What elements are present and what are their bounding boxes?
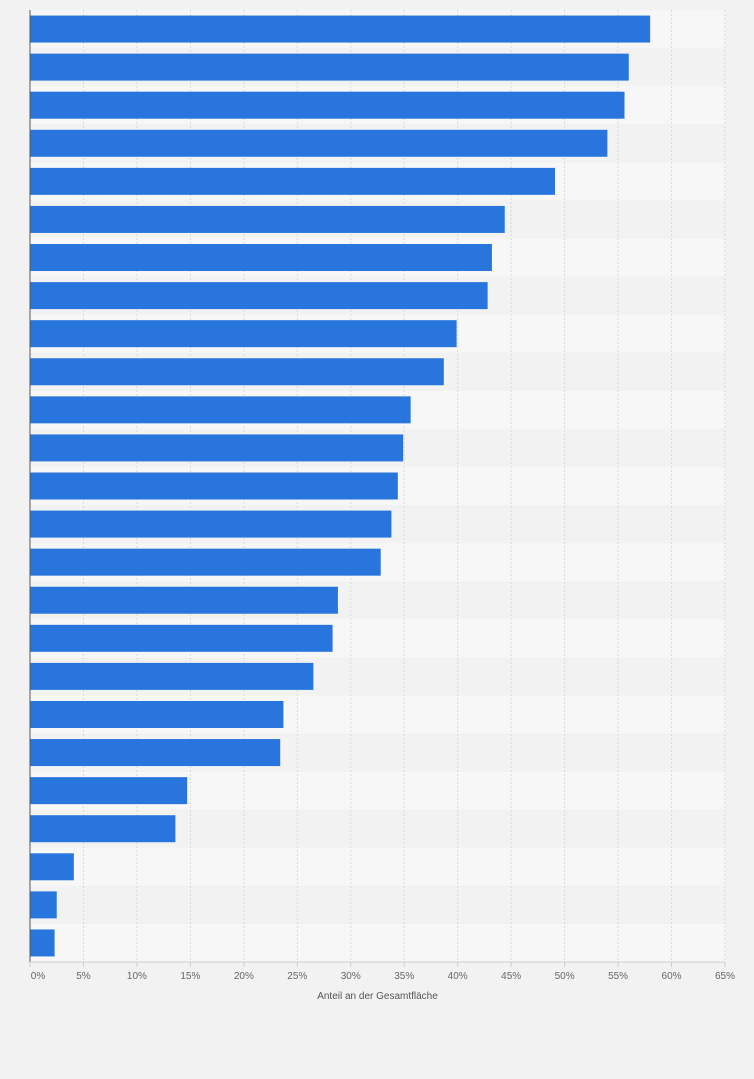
x-tick-label: 0% xyxy=(31,971,46,982)
x-tick-label: 35% xyxy=(394,971,414,982)
bar xyxy=(30,15,651,43)
x-tick-label: 15% xyxy=(180,971,200,982)
x-tick-label: 20% xyxy=(234,971,254,982)
bar xyxy=(30,777,188,805)
x-tick-label: 5% xyxy=(76,971,91,982)
x-tick-label: 50% xyxy=(555,971,575,982)
bar xyxy=(30,358,444,386)
bar xyxy=(30,472,398,500)
axes xyxy=(29,10,725,963)
bar xyxy=(30,167,555,195)
bar xyxy=(30,510,392,538)
x-tick-label: 30% xyxy=(341,971,361,982)
x-tick-label: 10% xyxy=(127,971,147,982)
bar xyxy=(30,320,457,348)
x-tick-label: 60% xyxy=(662,971,682,982)
x-tick-label: 25% xyxy=(287,971,307,982)
bar xyxy=(30,434,404,462)
row-band xyxy=(30,885,725,924)
bar xyxy=(30,244,492,272)
x-tick-label: 65% xyxy=(715,971,735,982)
row-band xyxy=(30,847,725,886)
bar xyxy=(30,891,57,919)
bar xyxy=(30,205,505,233)
bar xyxy=(30,815,176,843)
row-band xyxy=(30,923,725,962)
bar xyxy=(30,853,74,881)
bar xyxy=(30,700,284,728)
x-tick-labels: 0% 5% 10% 15% 20% 25% 30% 35% 40% 45% 50% 55% 60% 65% xyxy=(29,962,735,982)
bar xyxy=(30,586,338,614)
bar xyxy=(30,282,488,310)
bars xyxy=(30,15,651,957)
x-axis-title: Anteil an der Gesamtfläche xyxy=(317,991,438,1002)
bar xyxy=(30,129,608,157)
x-tick-label: 40% xyxy=(448,971,468,982)
bar xyxy=(30,929,55,957)
bar xyxy=(30,662,314,690)
x-tick-label: 45% xyxy=(501,971,521,982)
bar xyxy=(30,396,411,424)
x-tick-label: 55% xyxy=(608,971,628,982)
bar xyxy=(30,548,381,576)
bar xyxy=(30,739,281,767)
bar xyxy=(30,91,625,119)
bar xyxy=(30,624,333,652)
bar xyxy=(30,53,629,81)
